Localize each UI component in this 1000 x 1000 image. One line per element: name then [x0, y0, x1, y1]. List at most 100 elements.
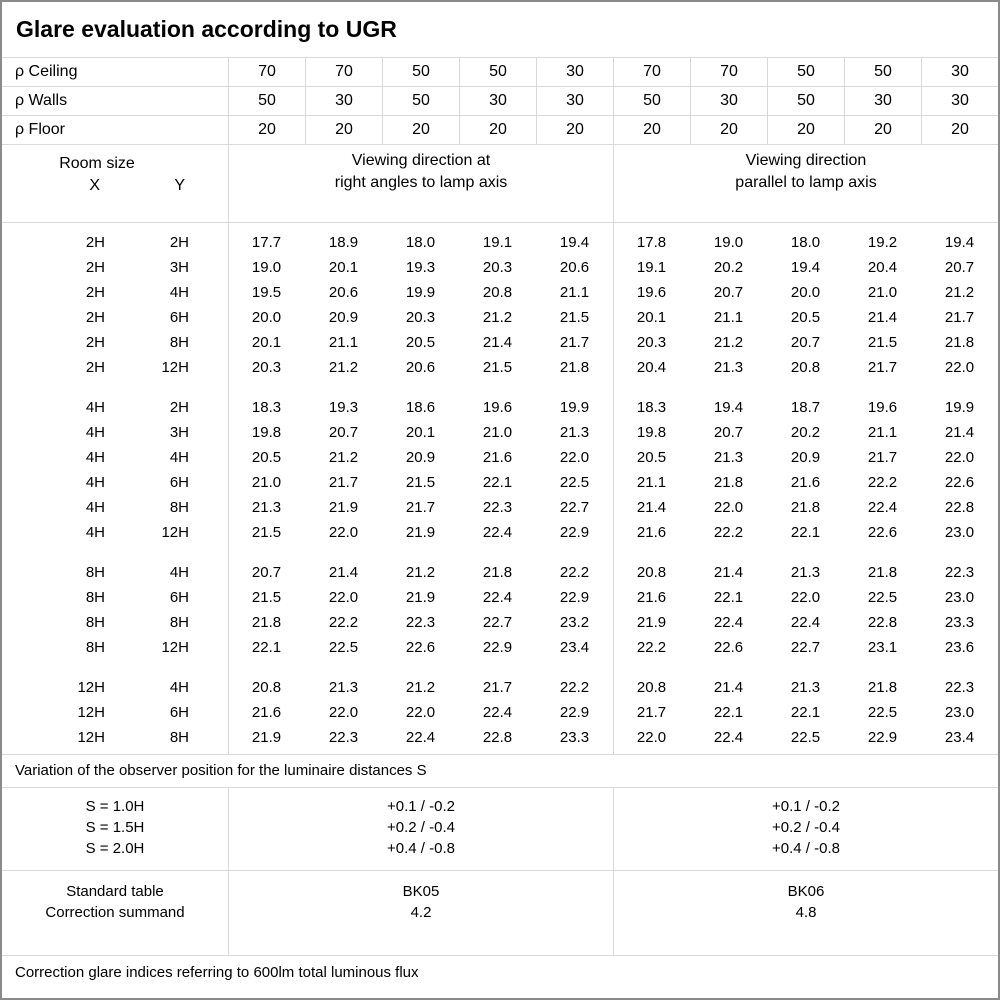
reflectance-value: 20: [613, 116, 690, 144]
room-size-x: 12H: [77, 679, 105, 696]
ugr-value-parallel: 20.1: [636, 309, 667, 326]
reflectance-value: 20: [921, 116, 998, 144]
spacer: [189, 560, 228, 585]
standard-value-parallel: 4.8: [795, 904, 817, 921]
ugr-value-right-angles: 20.7: [328, 424, 359, 441]
y-column-label: Y: [174, 177, 185, 194]
ugr-value-parallel: 23.3: [944, 614, 975, 631]
parallel-header-line2: parallel to lamp axis: [735, 174, 877, 191]
ugr-row: 2H 6H 20.0 20.9 20.3 21.2 21.5 20.1 21.1 20.5 21.4…: [2, 305, 998, 330]
ugr-value-right-angles: 23.4: [559, 639, 590, 656]
reflectance-value: 70: [690, 58, 767, 86]
ugr-value-right-angles: 21.5: [251, 524, 282, 541]
ugr-value-parallel: 23.1: [867, 639, 898, 656]
standard-value-parallel: BK06: [787, 883, 825, 900]
ugr-value-right-angles: 22.4: [482, 524, 513, 541]
ugr-value-right-angles: 21.9: [405, 524, 436, 541]
ugr-value-right-angles: 21.2: [405, 564, 436, 581]
ugr-value-parallel: 19.4: [944, 234, 975, 251]
spacer: [189, 230, 228, 255]
ugr-value-parallel: 22.2: [713, 524, 744, 541]
ugr-value-right-angles: 21.3: [559, 424, 590, 441]
ugr-value-right-angles: 19.9: [405, 284, 436, 301]
ugr-value-right-angles: 22.1: [482, 474, 513, 491]
column-separator: [228, 788, 229, 870]
ugr-row: 4H 12H 21.5 22.0 21.9 22.4 22.9 21.6 22.2 22.1 22.…: [2, 520, 998, 545]
ugr-value-parallel: 19.6: [636, 284, 667, 301]
ugr-value-parallel: 20.4: [867, 259, 898, 276]
ugr-row: 4H 4H 20.5 21.2 20.9 21.6 22.0 20.5 21.3 20.9 21.7…: [2, 445, 998, 470]
spacing-label: S = 1.0H: [85, 798, 145, 815]
ugr-value-parallel: 19.4: [713, 399, 744, 416]
group-separator: [613, 788, 614, 870]
standard-label: Correction summand: [45, 904, 185, 921]
standard-parallel-values: BK06 4.8: [613, 881, 998, 955]
ugr-value-parallel: 22.3: [944, 679, 975, 696]
room-size-x: 2H: [85, 334, 105, 351]
ugr-value-right-angles: 21.5: [559, 309, 590, 326]
reflectance-value: 50: [844, 58, 921, 86]
reflectance-label: ρ Walls: [15, 92, 68, 109]
ugr-value-parallel: 21.2: [713, 334, 744, 351]
ugr-value-parallel: 20.8: [636, 679, 667, 696]
ugr-value-parallel: 22.1: [713, 704, 744, 721]
ugr-value-parallel: 21.3: [790, 679, 821, 696]
ugr-value-parallel: 21.1: [867, 424, 898, 441]
ugr-row: 2H 3H 19.0 20.1 19.3 20.3 20.6 19.1 20.2 19.4 20.4…: [2, 255, 998, 280]
reflectance-value: 20: [305, 116, 382, 144]
ugr-value-right-angles: 21.7: [405, 499, 436, 516]
ugr-value-parallel: 21.8: [790, 499, 821, 516]
room-size-y: 4H: [169, 284, 189, 301]
room-size-block: 8H 4H 20.7 21.4 21.2 21.8 22.2 20.8 21.4 21.3 21.8…: [2, 560, 998, 660]
room-size-x: 8H: [85, 639, 105, 656]
room-size-axis-labels: X Y: [2, 175, 228, 197]
parallel-header-line1: Viewing direction: [745, 152, 867, 169]
ugr-value-parallel: 22.4: [713, 614, 744, 631]
reflectance-value: 70: [228, 58, 305, 86]
room-size-x: 4H: [85, 474, 105, 491]
ugr-value-right-angles: 22.4: [482, 589, 513, 606]
ugr-row: 8H 8H 21.8 22.2 22.3 22.7 23.2 21.9 22.4 22.4 22.8…: [2, 610, 998, 635]
ugr-value-right-angles: 21.7: [559, 334, 590, 351]
ugr-value-right-angles: 21.3: [328, 679, 359, 696]
standard-table-section: Standard table Correction summand BK05 4.2…: [2, 871, 998, 956]
reflectance-value: 50: [767, 87, 844, 115]
spacer: [189, 495, 228, 520]
reflectance-value: 20: [382, 116, 459, 144]
ugr-value-right-angles: 22.9: [559, 524, 590, 541]
ugr-value-right-angles: 21.9: [328, 499, 359, 516]
ugr-value-right-angles: 19.3: [328, 399, 359, 416]
ugr-value-parallel: 18.3: [636, 399, 667, 416]
ugr-value-parallel: 21.6: [636, 589, 667, 606]
ugr-value-parallel: 22.4: [790, 614, 821, 631]
room-size-y: 12H: [161, 639, 189, 656]
reflectance-value: 20: [844, 116, 921, 144]
ugr-value-right-angles: 18.6: [405, 399, 436, 416]
reflectance-table: ρ Ceiling 70 70 50 50 30 70 70 50 50 30 ρ Walls 50 30…: [2, 58, 998, 145]
ugr-value-parallel: 21.4: [944, 424, 975, 441]
ugr-value-right-angles: 17.7: [251, 234, 282, 251]
ugr-value-right-angles: 21.0: [251, 474, 282, 491]
ugr-value-right-angles: 22.7: [482, 614, 513, 631]
room-size-y: 3H: [169, 259, 189, 276]
reflectance-row: ρ Floor 20 20 20 20 20 20 20 20 20 20: [2, 116, 998, 145]
ugr-value-parallel: 20.0: [790, 284, 821, 301]
ugr-value-right-angles: 21.9: [405, 589, 436, 606]
ugr-value-parallel: 22.0: [713, 499, 744, 516]
ugr-value-parallel: 21.7: [867, 449, 898, 466]
ugr-value-parallel: 19.6: [867, 399, 898, 416]
ugr-value-parallel: 23.0: [944, 589, 975, 606]
ugr-value-right-angles: 20.3: [482, 259, 513, 276]
room-size-x: 4H: [85, 524, 105, 541]
ugr-value-parallel: 19.0: [713, 234, 744, 251]
room-size-x: 2H: [85, 259, 105, 276]
reflectance-value: 50: [382, 87, 459, 115]
reflectance-value: 30: [844, 87, 921, 115]
standard-labels: Standard table Correction summand: [2, 881, 228, 955]
ugr-value-right-angles: 18.0: [405, 234, 436, 251]
room-size-x: 2H: [85, 359, 105, 376]
spacer: [189, 305, 228, 330]
room-size-y: 2H: [169, 234, 189, 251]
ugr-value-right-angles: 20.9: [328, 309, 359, 326]
ugr-value-right-angles: 21.4: [328, 564, 359, 581]
